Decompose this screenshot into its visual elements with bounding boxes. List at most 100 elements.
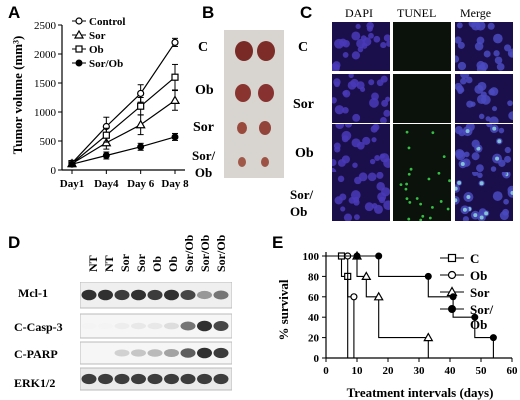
blot-band — [213, 373, 229, 385]
blot-band — [164, 322, 179, 330]
blot-band — [164, 349, 179, 357]
blot-band — [164, 289, 179, 301]
blot-band — [131, 289, 146, 301]
survival-point — [489, 334, 497, 342]
panel-label-c: C — [300, 3, 313, 22]
point-a — [171, 38, 179, 47]
micrograph-tile — [393, 74, 451, 123]
point-a — [137, 89, 145, 98]
survival-chart: % survival Treatment intervals (days) 0 2… — [276, 250, 518, 400]
ytick-label-a: 1000 — [34, 107, 57, 119]
ytick-label-e: 100 — [303, 251, 320, 263]
blot-label-erk: ERK1/2 — [14, 376, 56, 390]
survival-line — [326, 255, 494, 358]
blot-label-mcl1: Mcl-1 — [18, 286, 48, 300]
micrograph-tile — [393, 22, 451, 71]
micrograph-tile — [329, 22, 393, 73]
survival-point — [361, 271, 372, 281]
micrograph-tile — [451, 19, 517, 75]
tumor-volume-ylabel: Tumor volume (mm³) — [10, 36, 25, 155]
legend-marker-a — [73, 29, 85, 39]
blot-band — [180, 348, 196, 358]
micrograph-tile — [393, 124, 451, 173]
micro-row-c: C — [298, 40, 309, 55]
micro-row-ob: Ob — [295, 146, 314, 161]
point-a — [171, 133, 179, 141]
tumor-volume-chart: Tumor volume (mm³) 0 500 1000 1500 2000 2500 D… — [10, 16, 189, 190]
photo-label-sor-ob: Sor/ Ob — [192, 148, 216, 180]
point-a — [102, 152, 110, 159]
xtick-label-e: 30 — [414, 365, 426, 377]
blot-band — [81, 289, 97, 301]
ytick-label-a: 2000 — [34, 49, 57, 61]
legend-label-e: Sor — [470, 285, 490, 300]
blot-band — [98, 289, 113, 301]
micrograph-tile — [330, 72, 391, 124]
blot-lane-label: Sor/Ob — [198, 234, 212, 272]
panel-label-b: B — [202, 3, 215, 22]
ytick-label-e: 60 — [308, 292, 320, 304]
blot-lane-label: Sor/Ob — [214, 234, 228, 272]
legend-marker-e — [447, 270, 457, 280]
micrograph-tile — [393, 171, 451, 222]
legend-label-a: Sor — [89, 30, 106, 42]
legend-marker-a — [75, 17, 83, 25]
ytick-label-e: 80 — [308, 271, 320, 283]
blot-band — [180, 290, 196, 300]
blot-band — [213, 321, 229, 331]
ytick-label-a: 0 — [51, 165, 57, 177]
blot-band — [164, 373, 179, 385]
micrograph-tile — [454, 121, 513, 173]
survival-line — [326, 255, 429, 358]
legend-label-e: Ob — [470, 268, 487, 283]
blot-band — [197, 290, 212, 300]
tumor-photo — [224, 30, 284, 178]
blot-band — [147, 322, 163, 330]
point-a — [102, 131, 110, 139]
blot-band — [197, 373, 212, 385]
legend-label-a: Control — [89, 16, 125, 28]
series-line-a — [71, 99, 176, 165]
ytick-label-e: 40 — [308, 312, 320, 324]
blot-label-cparp: C-PARP — [14, 347, 58, 361]
blot-lane-label: Sor/Ob — [182, 234, 196, 272]
micrograph-tile — [450, 169, 518, 223]
xtick-label-e: 40 — [445, 365, 457, 377]
series-line-a — [71, 76, 176, 165]
ytick-label-e: 20 — [308, 333, 320, 345]
micro-row-sor-ob: Sor/ Ob — [290, 187, 314, 219]
survival-point — [449, 293, 457, 301]
micrograph-tile — [328, 120, 393, 176]
blot-band — [131, 373, 146, 385]
micro-col-tunel: TUNEL — [397, 6, 437, 20]
ytick-label-a: 1500 — [34, 78, 57, 90]
panel-label-a: A — [8, 3, 21, 22]
blot-band — [147, 349, 163, 357]
blot-band — [131, 322, 146, 330]
photo-label-sor: Sor — [193, 120, 214, 135]
blot-label-ccasp3: C-Casp-3 — [14, 320, 63, 334]
point-a — [169, 95, 181, 105]
point-a — [68, 160, 76, 168]
blot-band — [131, 349, 146, 357]
survival-point — [375, 252, 383, 260]
point-a — [135, 119, 146, 129]
xtick-label-a: Day4 — [94, 178, 119, 190]
legend-label-e: Ob — [470, 317, 487, 332]
micrograph-tile — [454, 69, 518, 126]
blot-band — [114, 373, 130, 385]
legend-label-e: C — [470, 251, 479, 266]
blot-lane-label: NT — [102, 255, 116, 272]
xtick-label-e: 0 — [323, 365, 329, 377]
survival-point — [373, 291, 384, 301]
survival-point — [350, 293, 358, 301]
xtick-label-e: 50 — [476, 365, 488, 377]
blot-band — [81, 373, 97, 385]
blot-lane-label: Sor — [118, 254, 132, 272]
micrograph-tile — [332, 171, 393, 222]
ytick-label-a: 500 — [40, 136, 57, 148]
series-line-a — [71, 136, 176, 165]
xtick-label-e: 10 — [352, 365, 364, 377]
western-blot-image — [80, 282, 232, 391]
survival-point — [423, 332, 434, 342]
